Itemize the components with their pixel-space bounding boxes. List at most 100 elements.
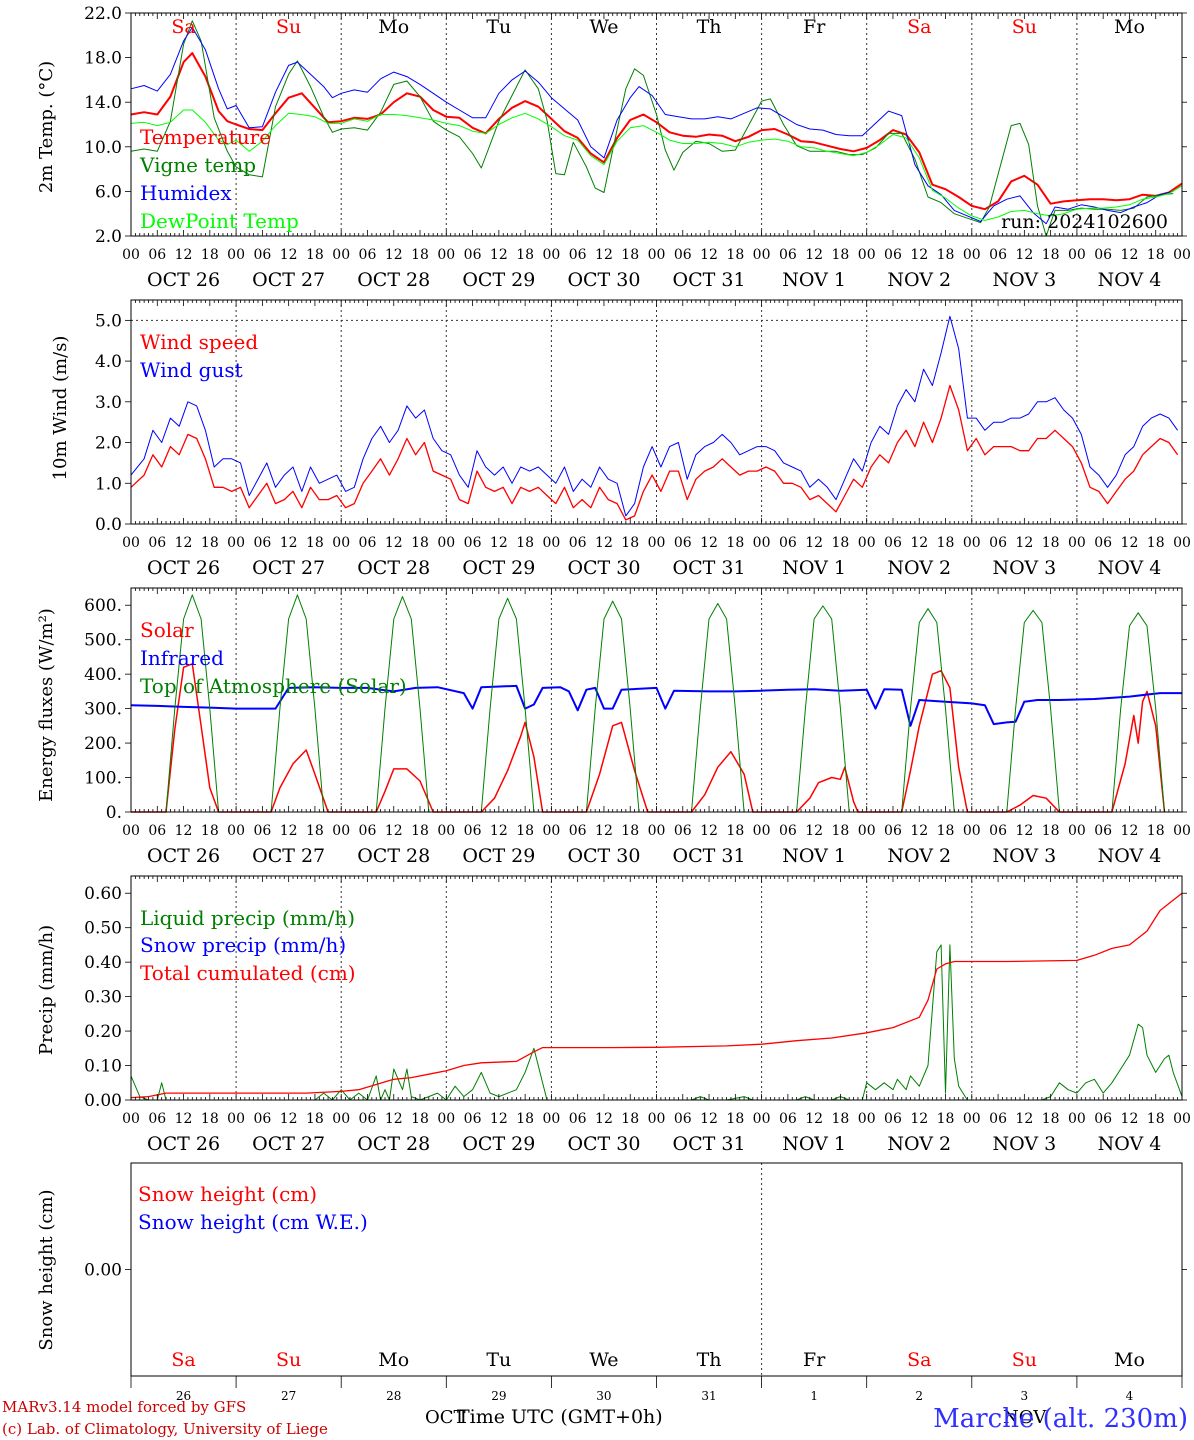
hour-tick-label: 12 (385, 535, 403, 551)
y-tick-label: 0.0 (95, 515, 122, 535)
date-label: OCT 30 (567, 845, 640, 867)
precip-panel: 0.00 0.10 0.20 0.30 0.40 0.50 0.60 00 06 12 18 OCT… (36, 875, 1191, 1155)
hour-tick-label: 06 (464, 1111, 482, 1127)
wind-panel-grid (131, 300, 1182, 524)
hour-tick-label: 06 (464, 823, 482, 839)
y-tick-label: 4.0 (95, 352, 122, 372)
y-tick-label: 200. (84, 734, 122, 754)
hour-tick-label: 06 (674, 823, 692, 839)
hour-tick-label: 18 (726, 247, 744, 263)
date-label: NOV 4 (1098, 269, 1162, 291)
temperature-y-axis-label: 2m Temp. (°C) (36, 61, 57, 193)
credit-line-2: (c) Lab. of Climatology, University of L… (2, 1420, 328, 1438)
date-label: OCT 26 (147, 1133, 220, 1155)
month-label-nov: NOV (1003, 1407, 1047, 1428)
day-of-month-label: 30 (596, 1389, 611, 1403)
date-label: NOV 3 (992, 269, 1056, 291)
temperature-panel-series (130, 20, 1183, 237)
hour-tick-label: 12 (700, 535, 718, 551)
hour-tick-label: 12 (280, 535, 298, 551)
precip-panel-y-axis: 0.00 0.10 0.20 0.30 0.40 0.50 0.60 (84, 876, 1187, 1111)
day-name-label: Sa (907, 1349, 931, 1371)
hour-tick-label: 18 (1042, 1111, 1060, 1127)
hour-tick-label: 12 (175, 247, 193, 263)
series-line-solar (131, 663, 1166, 813)
hour-tick-label: 18 (306, 535, 324, 551)
hour-tick-label: 06 (884, 823, 902, 839)
day-name-label: Mo (1114, 1349, 1145, 1371)
series-line-vigne-temp (130, 20, 1174, 237)
series-line-dewpoint-temp (130, 109, 1183, 221)
y-tick-label: 18.0 (84, 49, 122, 69)
date-label: OCT 30 (567, 1133, 640, 1155)
hour-tick-label: 18 (937, 1111, 955, 1127)
date-label: OCT 28 (357, 557, 430, 579)
hour-tick-label: 12 (595, 1111, 613, 1127)
hour-tick-label: 00 (1173, 823, 1191, 839)
hour-tick-label: 18 (832, 823, 850, 839)
y-tick-label: 2.0 (95, 227, 122, 247)
hour-tick-label: 12 (490, 823, 508, 839)
hour-tick-label: 00 (648, 823, 666, 839)
legend-wind-speed: Wind speed (140, 330, 258, 354)
hour-tick-label: 12 (280, 247, 298, 263)
y-tick-label: 100. (84, 769, 122, 789)
day-of-month-label: 1 (810, 1389, 818, 1403)
hour-tick-label: 18 (306, 247, 324, 263)
hour-tick-label: 06 (884, 535, 902, 551)
hour-tick-label: 12 (910, 1111, 928, 1127)
hour-tick-label: 06 (674, 1111, 692, 1127)
date-label: OCT 31 (673, 845, 746, 867)
credit-line-1: MARv3.14 model forced by GFS (2, 1398, 246, 1416)
precip-panel-x-axis: 00 06 12 18 OCT 26 00 06 12 18 OCT 27 00 06 12 18 OCT … (122, 1111, 1191, 1155)
wind-panel-y-axis: 0.0 1.0 2.0 3.0 4.0 5.0 (95, 300, 1187, 535)
hour-tick-label: 00 (963, 247, 981, 263)
hour-tick-label: 06 (989, 247, 1007, 263)
hour-tick-label: 18 (621, 823, 639, 839)
hour-tick-label: 00 (332, 823, 350, 839)
hour-tick-label: 18 (726, 1111, 744, 1127)
hour-tick-label: 00 (227, 247, 245, 263)
legend-dewpoint-temp: DewPoint Temp (140, 209, 299, 233)
hour-tick-label: 00 (332, 247, 350, 263)
hour-tick-label: 06 (359, 247, 377, 263)
wind-panel-series (130, 315, 1179, 521)
hour-tick-label: 18 (1042, 823, 1060, 839)
day-of-month-label: 29 (491, 1389, 506, 1403)
hour-tick-label: 18 (937, 247, 955, 263)
hour-tick-label: 00 (437, 247, 455, 263)
date-label: NOV 4 (1098, 845, 1162, 867)
hour-tick-label: 00 (1068, 823, 1086, 839)
day-of-month-label: 27 (281, 1389, 296, 1403)
hour-tick-label: 06 (253, 823, 271, 839)
energy-panel-x-axis: 00 06 12 18 OCT 26 00 06 12 18 OCT 27 00 06 12 18 OCT … (122, 823, 1191, 867)
hour-tick-label: 18 (937, 823, 955, 839)
y-tick-label: 14.0 (84, 93, 122, 113)
legend-snow-height: Snow height (cm) (138, 1182, 317, 1206)
day-name-label: Sa (907, 16, 931, 38)
x-axis-label: Time UTC (GMT+0h) (457, 1406, 663, 1428)
date-label: NOV 2 (887, 557, 951, 579)
snow-panel-y-axis: 0.00 (84, 1261, 1187, 1281)
hour-tick-label: 00 (648, 535, 666, 551)
hour-tick-label: 12 (1121, 823, 1139, 839)
series-line-total-cumulated-cm (130, 892, 1183, 1099)
hour-tick-label: 06 (148, 823, 166, 839)
hour-tick-label: 00 (1173, 1111, 1191, 1127)
hour-tick-label: 00 (963, 1111, 981, 1127)
hour-tick-label: 18 (726, 823, 744, 839)
hour-tick-label: 06 (359, 1111, 377, 1127)
hour-tick-label: 06 (464, 535, 482, 551)
hour-tick-label: 00 (437, 1111, 455, 1127)
date-label: NOV 2 (887, 269, 951, 291)
hour-tick-label: 12 (175, 535, 193, 551)
hour-tick-label: 18 (1147, 535, 1165, 551)
date-label: NOV 3 (992, 557, 1056, 579)
date-label: OCT 30 (567, 269, 640, 291)
y-tick-label: 0.00 (84, 1091, 122, 1111)
day-name-label: Sa (171, 1349, 195, 1371)
hour-tick-label: 18 (937, 535, 955, 551)
hour-tick-label: 06 (148, 247, 166, 263)
snow-panel: 0.00 Sa Su Mo Tu We Th Fr Sa Su Mo 26 27 28 29 30 31 1 2… (36, 1162, 1187, 1403)
